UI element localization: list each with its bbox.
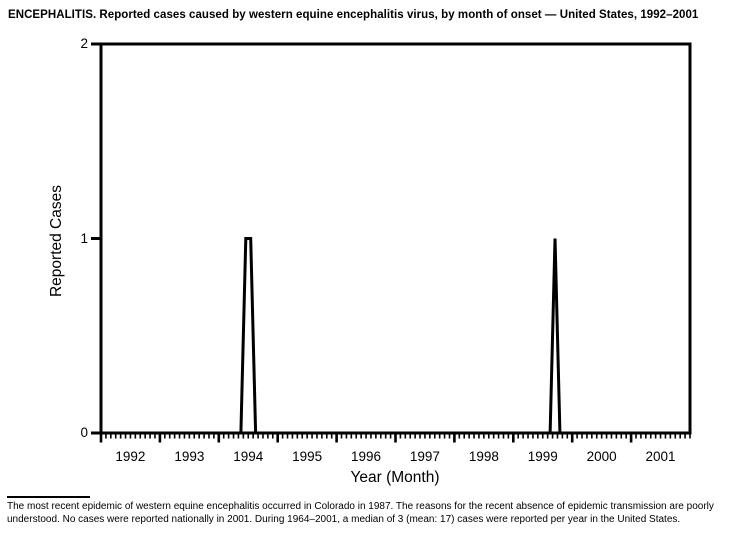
y-tick-label: 2	[80, 36, 88, 51]
x-tick-label-1998: 1998	[468, 449, 499, 464]
x-tick-label-1997: 1997	[409, 449, 440, 464]
footnote-divider	[7, 496, 90, 498]
footnote-line-2: understood. No cases were reported natio…	[7, 513, 681, 525]
x-tick-label-1993: 1993	[174, 449, 205, 464]
x-tick-label-1995: 1995	[292, 449, 323, 464]
x-tick-label-1996: 1996	[351, 449, 382, 464]
x-tick-label-1999: 1999	[527, 449, 558, 464]
figure-title: ENCEPHALITIS. Reported cases caused by w…	[8, 9, 699, 21]
y-tick-label: 1	[80, 230, 88, 246]
plot-frame	[99, 42, 692, 435]
footnote-text: The most recent epidemic of western equi…	[7, 501, 751, 526]
data-line	[103, 237, 688, 435]
y-tick-label: 0	[80, 425, 88, 440]
x-axis-label: Year (Month)	[350, 469, 440, 486]
x-tick-label-2000: 2000	[586, 449, 617, 464]
x-tick-label-2001: 2001	[645, 449, 676, 464]
x-tick-label-1994: 1994	[233, 449, 264, 464]
line-chart	[91, 42, 692, 443]
x-tick-label-1992: 1992	[115, 449, 146, 464]
footnote-line-1: The most recent epidemic of western equi…	[7, 501, 714, 512]
